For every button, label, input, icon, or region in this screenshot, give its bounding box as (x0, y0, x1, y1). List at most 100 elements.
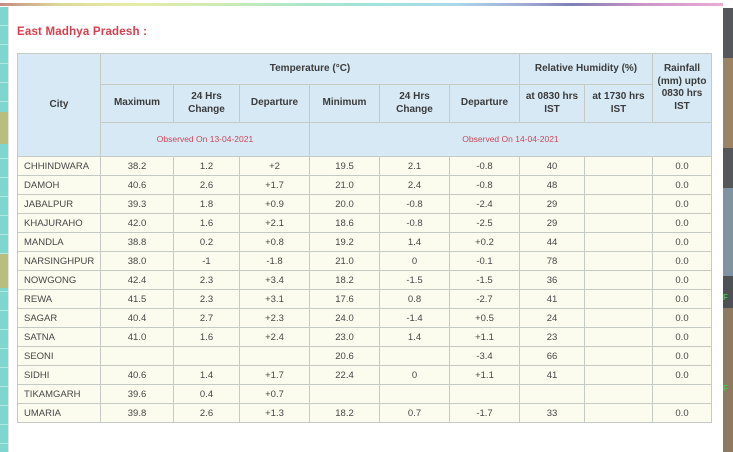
table-row: UMARIA 39.8 2.6 +1.3 18.2 0.7 -1.7 33 0.… (17, 403, 712, 423)
city-cell: SATNA (17, 327, 101, 347)
value-cell: +1.3 (239, 403, 310, 423)
value-cell: -3.4 (449, 346, 520, 366)
value-cell: 0.7 (379, 403, 450, 423)
city-cell: TIKAMGARH (17, 384, 101, 404)
value-cell: 66 (519, 346, 585, 366)
value-cell: 36 (519, 270, 585, 290)
value-cell: +0.2 (449, 232, 520, 252)
value-cell: 0.0 (652, 156, 712, 176)
value-cell: -1.8 (239, 251, 310, 271)
value-cell: 2.7 (173, 308, 240, 328)
value-cell: 0 (379, 365, 450, 385)
value-cell: 38.8 (100, 232, 174, 252)
value-cell: -0.8 (379, 213, 450, 233)
top-gradient-bar (0, 3, 733, 6)
value-cell: 38.2 (100, 156, 174, 176)
value-cell (584, 194, 653, 214)
header-max-change: 24 Hrs Change (173, 84, 240, 123)
value-cell: 1.4 (173, 365, 240, 385)
value-cell: 33 (519, 403, 585, 423)
header-min-change: 24 Hrs Change (379, 84, 450, 123)
value-cell: 0.0 (652, 175, 712, 195)
value-cell: 38.0 (100, 251, 174, 271)
value-cell: 2.3 (173, 289, 240, 309)
value-cell (584, 327, 653, 347)
value-cell: +1.1 (449, 365, 520, 385)
value-cell: +0.9 (239, 194, 310, 214)
city-cell: SAGAR (17, 308, 101, 328)
right-strip-glyph: F (723, 293, 728, 302)
value-cell: 1.2 (173, 156, 240, 176)
value-cell (584, 156, 653, 176)
value-cell (584, 346, 653, 366)
value-cell: 41.0 (100, 327, 174, 347)
right-strip-glyph: F (723, 384, 728, 393)
value-cell: +0.8 (239, 232, 310, 252)
value-cell: 20.6 (309, 346, 380, 366)
right-strip-segment (723, 0, 733, 8)
value-cell: 1.6 (173, 213, 240, 233)
value-cell: 1.8 (173, 194, 240, 214)
value-cell: 0.0 (652, 403, 712, 423)
page-title: East Madhya Pradesh : (17, 26, 148, 38)
right-edge-strip: F F (723, 0, 733, 452)
value-cell: 0.4 (173, 384, 240, 404)
value-cell (584, 308, 653, 328)
value-cell: 18.2 (309, 403, 380, 423)
value-cell: 24.0 (309, 308, 380, 328)
value-cell: +1.7 (239, 365, 310, 385)
right-strip-segment (723, 58, 733, 148)
city-cell: NARSINGHPUR (17, 251, 101, 271)
value-cell: 0.2 (173, 232, 240, 252)
value-cell: -0.8 (449, 156, 520, 176)
value-cell (584, 270, 653, 290)
value-cell (584, 175, 653, 195)
value-cell: 39.8 (100, 403, 174, 423)
value-cell: 22.4 (309, 365, 380, 385)
header-rh-0830: at 0830 hrs IST (519, 84, 585, 123)
value-cell: 44 (519, 232, 585, 252)
value-cell: +3.4 (239, 270, 310, 290)
header-city: City (17, 53, 101, 157)
value-cell: 29 (519, 194, 585, 214)
value-cell: -1.7 (449, 403, 520, 423)
value-cell: 2.4 (379, 175, 450, 195)
value-cell: 19.2 (309, 232, 380, 252)
header-rh-1730: at 1730 hrs IST (584, 84, 653, 123)
value-cell: 2.6 (173, 403, 240, 423)
table-row: DAMOH 40.6 2.6 +1.7 21.0 2.4 -0.8 48 0.0 (17, 175, 712, 195)
value-cell: 48 (519, 175, 585, 195)
value-cell: +1.7 (239, 175, 310, 195)
header-min-temp: Minimum (309, 84, 380, 123)
header-rainfall: Rainfall (mm) upto 0830 hrs IST (652, 53, 712, 123)
right-strip-segment (723, 276, 733, 308)
value-cell: +2.1 (239, 213, 310, 233)
table-row: SAGAR 40.4 2.7 +2.3 24.0 -1.4 +0.5 24 0.… (17, 308, 712, 328)
value-cell (519, 384, 585, 404)
value-cell: -1.5 (449, 270, 520, 290)
value-cell: 0.0 (652, 308, 712, 328)
value-cell: 18.6 (309, 213, 380, 233)
value-cell: 40 (519, 156, 585, 176)
value-cell: -0.1 (449, 251, 520, 271)
value-cell (584, 232, 653, 252)
header-temperature-group: Temperature (°C) (100, 53, 520, 85)
value-cell: 40.6 (100, 175, 174, 195)
header-humidity-group: Relative Humidity (%) (519, 53, 653, 85)
value-cell: 0 (379, 251, 450, 271)
value-cell: 1.4 (379, 232, 450, 252)
value-cell: 29 (519, 213, 585, 233)
right-strip-segment (723, 188, 733, 276)
value-cell (173, 346, 240, 366)
value-cell: 42.4 (100, 270, 174, 290)
value-cell (584, 289, 653, 309)
value-cell: 40.4 (100, 308, 174, 328)
value-cell: +0.7 (239, 384, 310, 404)
city-cell: REWA (17, 289, 101, 309)
table-row: CHHINDWARA 38.2 1.2 +2 19.5 2.1 -0.8 40 … (17, 156, 712, 176)
city-cell: SIDHI (17, 365, 101, 385)
value-cell: +3.1 (239, 289, 310, 309)
value-cell: -2.5 (449, 213, 520, 233)
value-cell: 1.4 (379, 327, 450, 347)
value-cell (584, 403, 653, 423)
